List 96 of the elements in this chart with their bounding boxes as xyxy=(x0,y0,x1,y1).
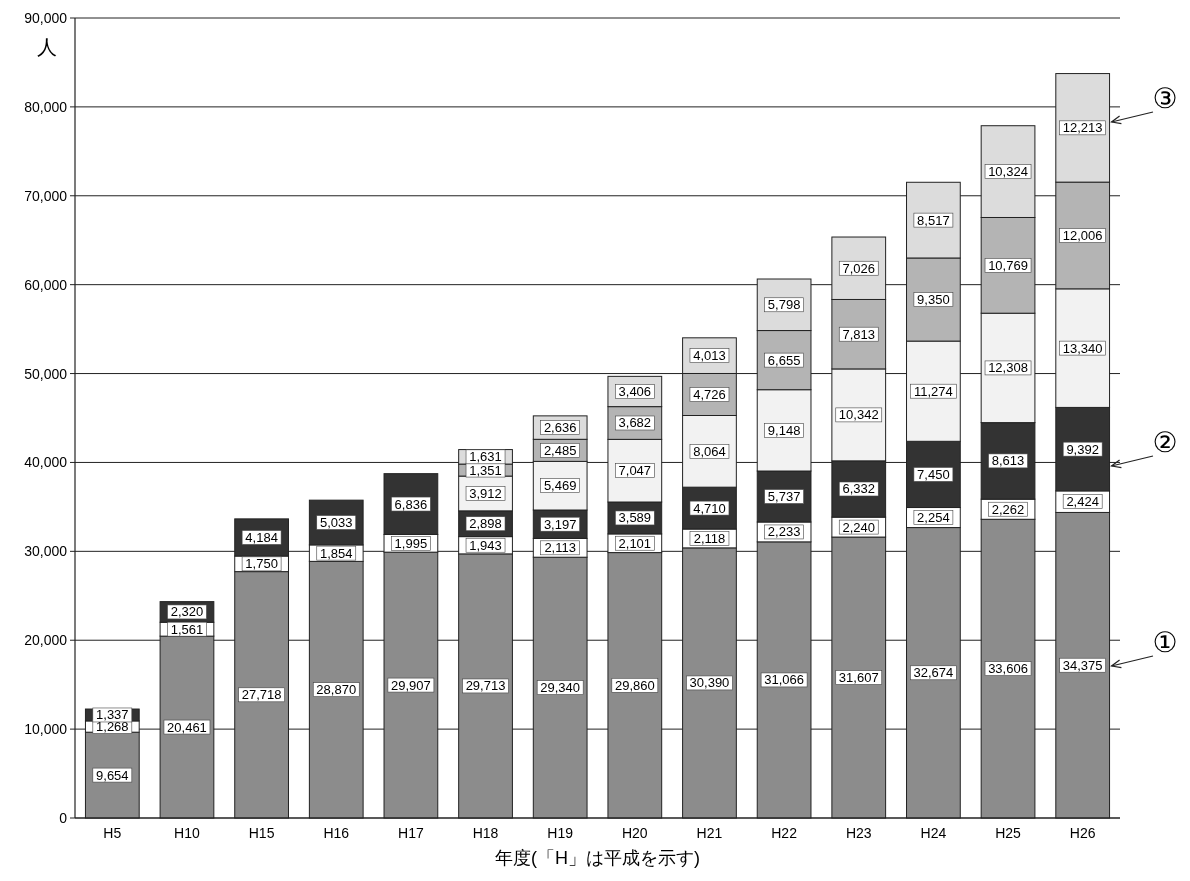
x-tick-label: H5 xyxy=(103,825,122,841)
data-label: 2,485 xyxy=(543,442,577,458)
y-tick-label: 30,000 xyxy=(24,543,68,560)
data-label: 20,461 xyxy=(167,719,207,735)
data-label: 34,375 xyxy=(1062,657,1103,673)
data-label: 9,350 xyxy=(917,292,950,308)
data-label: 12,213 xyxy=(1062,120,1103,136)
data-label: 5,469 xyxy=(543,478,577,494)
text: ① xyxy=(1152,627,1178,658)
y-tick-label: 60,000 xyxy=(24,276,68,293)
data-label: 2,262 xyxy=(991,501,1025,517)
data-label: 1,995 xyxy=(394,535,428,551)
data-label: 9,654 xyxy=(96,767,129,783)
text: ③ xyxy=(1152,83,1178,114)
data-label: 3,406 xyxy=(618,383,652,399)
data-label: 6,655 xyxy=(767,352,801,368)
data-label: 27,718 xyxy=(241,687,282,703)
data-label: 4,184 xyxy=(245,529,278,545)
x-tick-label: H17 xyxy=(398,825,424,841)
data-label: 12,006 xyxy=(1062,227,1103,243)
y-tick-label: 80,000 xyxy=(24,98,68,115)
data-label: 10,324 xyxy=(988,164,1028,180)
text: ② xyxy=(1152,427,1178,458)
y-tick-label: 40,000 xyxy=(24,454,68,471)
data-label: 10,342 xyxy=(838,407,879,423)
y-axis-title: 人 xyxy=(37,36,57,58)
data-label: 4,013 xyxy=(693,348,726,364)
data-label: 2,424 xyxy=(1066,494,1099,510)
data-label: 29,860 xyxy=(614,677,655,693)
data-label: 7,047 xyxy=(618,463,652,479)
data-label: 6,836 xyxy=(394,496,428,512)
y-tick-label: 90,000 xyxy=(24,10,68,26)
x-tick-label: H10 xyxy=(174,825,201,841)
data-label: 3,197 xyxy=(543,516,577,532)
y-tick-label: 10,000 xyxy=(24,721,68,738)
data-label: 5,798 xyxy=(767,297,801,313)
data-label: 1,943 xyxy=(469,537,502,553)
data-label: 2,320 xyxy=(170,604,204,620)
y-tick-label: 20,000 xyxy=(24,632,68,649)
data-label: 11,274 xyxy=(913,383,953,399)
data-label: 32,674 xyxy=(913,665,954,681)
x-tick-label: H22 xyxy=(771,825,798,841)
data-label: 8,064 xyxy=(693,443,726,459)
data-label: 29,340 xyxy=(540,680,581,696)
x-tick-label: H18 xyxy=(472,825,499,841)
x-tick-label: H19 xyxy=(547,825,574,841)
x-tick-label: H20 xyxy=(621,825,648,841)
data-label: 4,710 xyxy=(693,500,726,516)
data-label: 7,026 xyxy=(842,260,876,276)
data-label: 1,561 xyxy=(170,621,204,637)
y-tick-label: 50,000 xyxy=(24,365,68,382)
data-label: 5,033 xyxy=(319,515,353,531)
data-label: 1,854 xyxy=(319,545,353,561)
data-label: 29,713 xyxy=(465,678,506,694)
x-tick-label: H21 xyxy=(696,825,723,841)
data-label: 2,101 xyxy=(618,535,652,551)
x-tick-label: H25 xyxy=(995,825,1022,841)
data-label: 2,113 xyxy=(544,540,576,556)
data-label: 13,340 xyxy=(1062,340,1103,356)
data-label: 31,066 xyxy=(764,672,804,688)
data-label: 1,750 xyxy=(245,556,278,572)
data-label: 9,148 xyxy=(767,422,801,438)
data-label: 1,351 xyxy=(469,462,502,478)
data-label: 10,769 xyxy=(988,257,1028,273)
data-label: 8,517 xyxy=(917,212,950,228)
data-label: 2,898 xyxy=(469,516,502,532)
data-label: 2,240 xyxy=(842,519,876,535)
data-label: 2,254 xyxy=(917,510,950,526)
data-label: 3,912 xyxy=(469,485,502,501)
y-tick-label: 0 xyxy=(59,810,68,826)
data-label: 29,907 xyxy=(391,677,431,693)
data-label: 33,606 xyxy=(988,661,1028,677)
data-label: 30,390 xyxy=(689,675,730,691)
data-label: 1,631 xyxy=(469,449,502,465)
x-tick-label: H23 xyxy=(845,825,872,841)
x-axis-title: 年度(「H」は平成を示す) xyxy=(495,848,700,868)
data-label: 2,636 xyxy=(543,420,577,436)
data-label: 5,737 xyxy=(767,489,801,505)
data-label: 31,607 xyxy=(838,670,879,686)
data-label: 2,118 xyxy=(693,530,726,546)
x-tick-label: H26 xyxy=(1069,825,1096,841)
data-label: 3,589 xyxy=(618,510,652,526)
data-label: 9,392 xyxy=(1066,441,1099,457)
y-tick-label: 70,000 xyxy=(24,187,68,204)
data-label: 12,308 xyxy=(988,360,1028,376)
data-label: 4,726 xyxy=(693,386,726,402)
data-label: 2,233 xyxy=(767,524,801,540)
x-tick-label: H24 xyxy=(920,825,947,841)
data-label: 6,332 xyxy=(842,481,876,497)
x-tick-label: H15 xyxy=(248,825,275,841)
x-tick-label: H16 xyxy=(323,825,350,841)
data-label: 8,613 xyxy=(991,453,1025,469)
data-label: 3,682 xyxy=(618,415,652,431)
data-label: 7,450 xyxy=(917,466,950,482)
data-label: 7,813 xyxy=(842,326,876,342)
data-label: 28,870 xyxy=(316,682,357,698)
